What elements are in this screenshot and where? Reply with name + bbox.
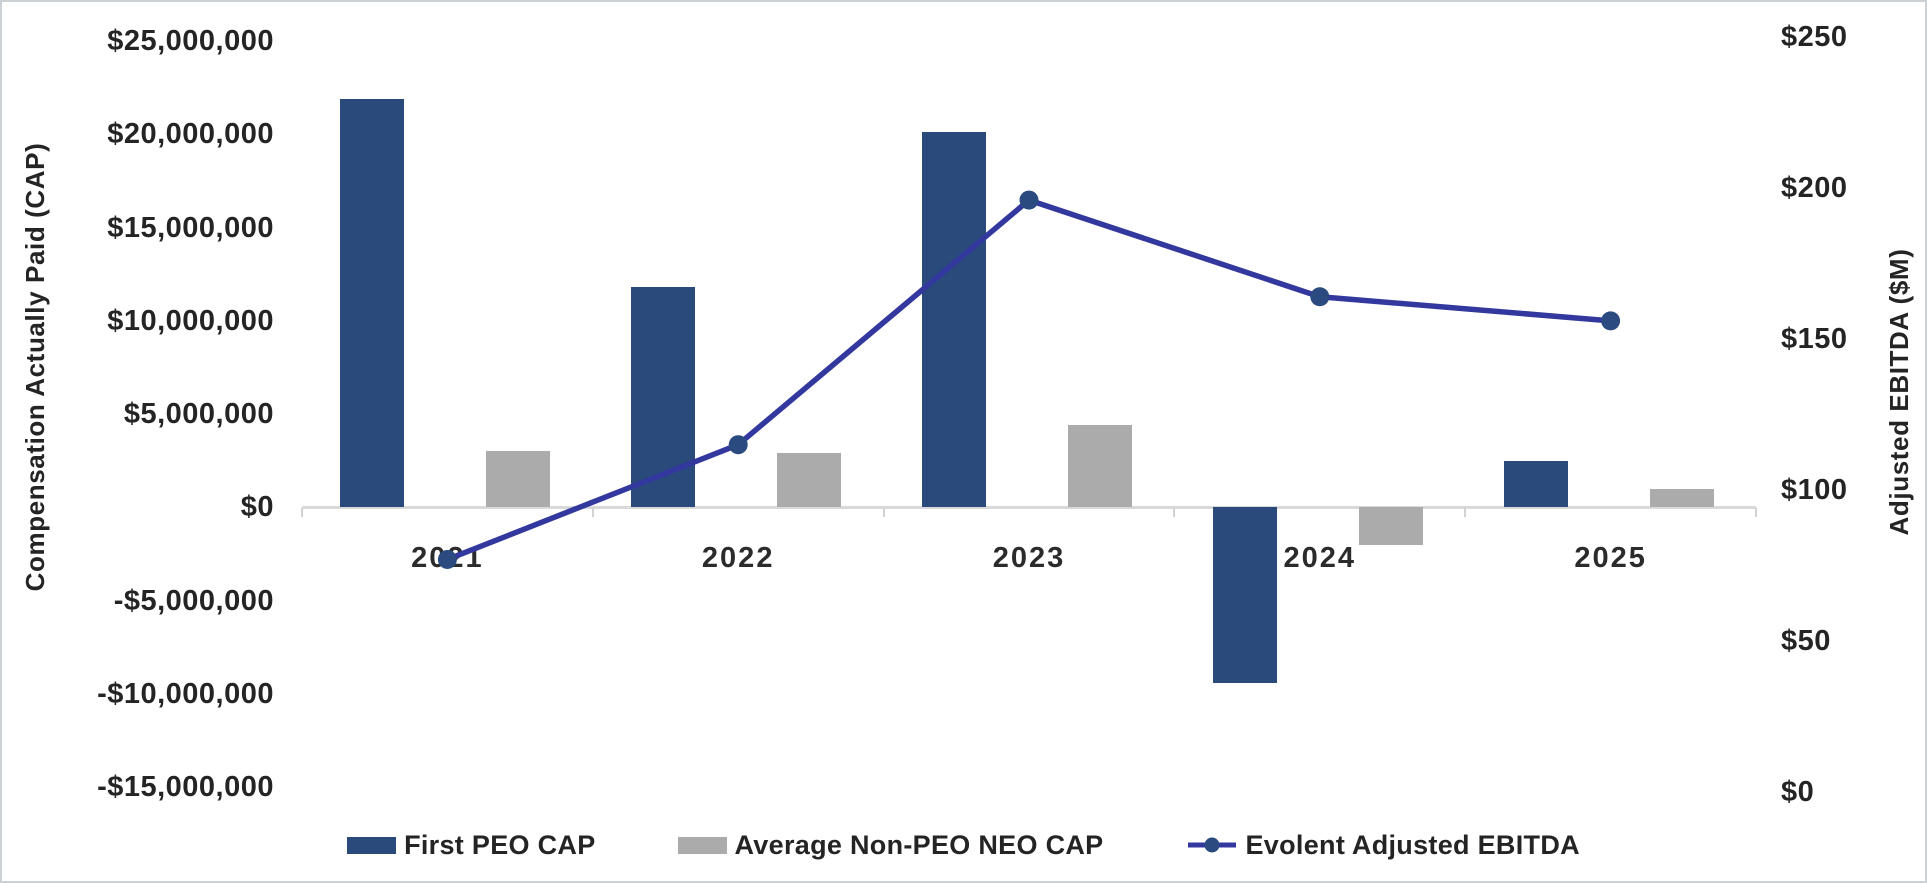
x-axis-tick-mark: [591, 508, 594, 517]
left-axis-tick-label: -$10,000,000: [97, 677, 274, 710]
x-axis-year-label: 2025: [1574, 542, 1647, 574]
legend-item-evolent-adjusted-ebitda: Evolent Adjusted EBITDA: [1186, 828, 1580, 862]
bar-first-peo-cap-2025: [1503, 460, 1568, 508]
bar-average-non-peo-neo-cap-2022: [777, 453, 842, 508]
bar-average-non-peo-neo-cap-2021: [486, 451, 551, 508]
right-axis-tick-label: $0: [1781, 776, 1815, 808]
legend-label-avg-non-peo-neo-cap: Average Non-PEO NEO CAP: [734, 830, 1104, 860]
legend-label-evolent-adjusted-ebitda: Evolent Adjusted EBITDA: [1245, 830, 1580, 860]
right-axis-tick-label: $250: [1781, 21, 1848, 53]
left-axis-tick-label: -$15,000,000: [97, 771, 274, 803]
x-axis-tick-mark: [1755, 508, 1757, 517]
x-axis-year-label: 2021: [411, 542, 484, 574]
bar-first-peo-cap-2022: [631, 287, 696, 508]
bar-first-peo-cap-2024: [1212, 507, 1277, 683]
left-axis-tick-label: $5,000,000: [123, 398, 274, 430]
x-axis-tick-mark: [882, 508, 885, 517]
legend-item-first-peo-cap: First PEO CAP: [347, 828, 595, 862]
x-axis-tick-mark: [301, 508, 303, 517]
legend-swatch-first-peo-cap: [347, 836, 397, 854]
ebitda-marker-2025: [1601, 311, 1621, 331]
legend: First PEO CAP Average Non-PEO NEO CAP Ev…: [2, 828, 1925, 862]
bar-average-non-peo-neo-cap-2024: [1358, 507, 1423, 545]
x-axis-tick-mark: [1173, 508, 1176, 517]
ebitda-marker-2022: [728, 435, 748, 455]
bar-first-peo-cap-2023: [922, 132, 986, 508]
ebitda-marker-2024: [1310, 287, 1330, 307]
legend-item-avg-non-peo-neo-cap: Average Non-PEO NEO CAP: [677, 828, 1104, 862]
bar-average-non-peo-neo-cap-2025: [1649, 488, 1714, 508]
right-axis-title: Adjusted EBITDA ($M): [1884, 248, 1914, 536]
x-axis-tick-mark: [1464, 508, 1467, 517]
x-axis-year-label: 2023: [992, 542, 1066, 574]
legend-line-swatch: [1187, 837, 1236, 853]
right-axis-tick-label: $150: [1781, 323, 1848, 355]
left-axis-tick-label: $10,000,000: [107, 304, 274, 337]
ebitda-marker-2023: [1019, 190, 1039, 210]
x-axis-year-label: 2024: [1283, 542, 1357, 574]
x-axis-year-label: 2022: [701, 542, 775, 574]
right-axis-tick-label: $200: [1781, 172, 1848, 204]
bar-first-peo-cap-2021: [340, 98, 405, 508]
left-axis-tick-label: $15,000,000: [107, 211, 274, 244]
left-axis-tick-label: $0: [240, 491, 274, 524]
bar-average-non-peo-neo-cap-2023: [1068, 425, 1132, 508]
left-axis-tick-label: $20,000,000: [107, 118, 274, 151]
left-axis-tick-label: -$5,000,000: [113, 584, 274, 617]
left-axis-tick-label: $25,000,000: [107, 25, 274, 57]
right-axis-tick-label: $100: [1781, 474, 1848, 506]
legend-label-first-peo-cap: First PEO CAP: [404, 830, 596, 860]
legend-swatch-avg-non-peo-neo-cap: [677, 836, 727, 854]
right-axis-tick-label: $50: [1781, 625, 1831, 657]
